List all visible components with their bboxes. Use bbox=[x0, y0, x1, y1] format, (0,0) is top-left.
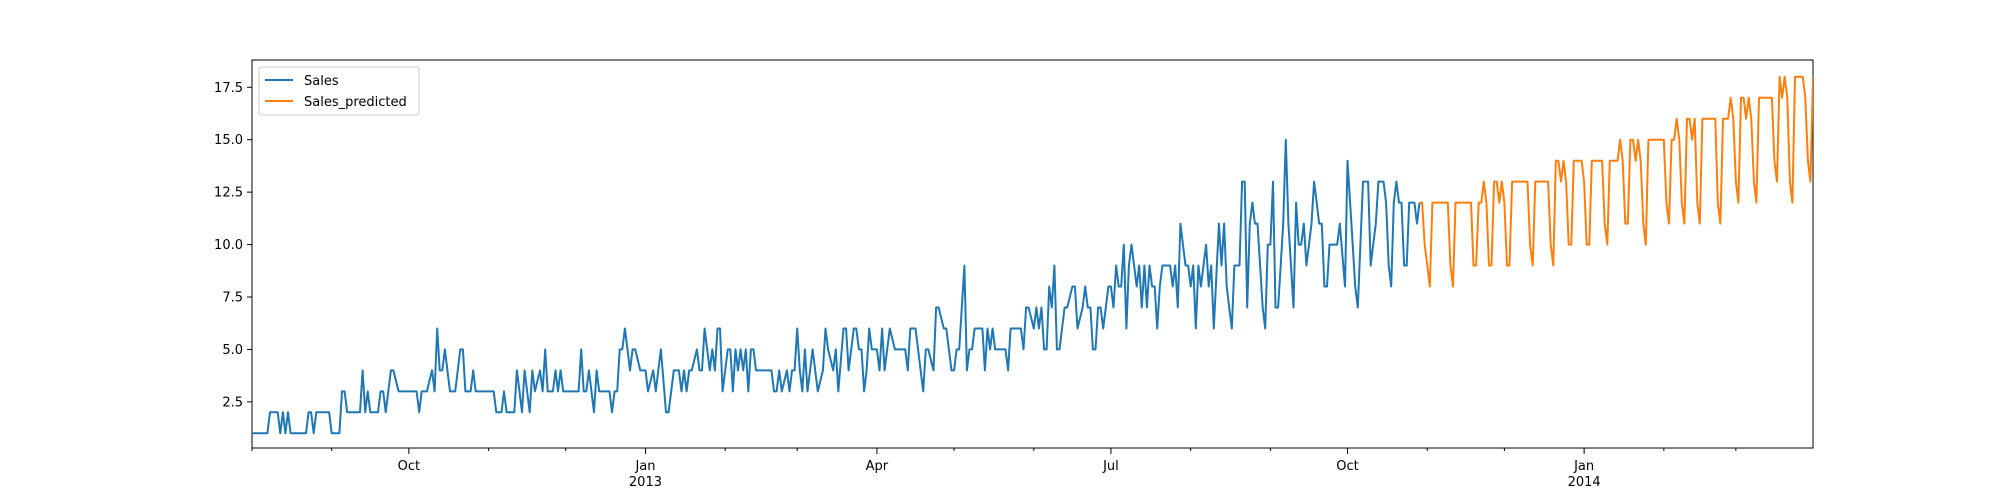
x-tick-label: Oct bbox=[398, 459, 420, 474]
plot-frame bbox=[251, 59, 1814, 449]
x-tick-label: Jul bbox=[1102, 459, 1119, 474]
x-tick-year-label: 2013 bbox=[629, 475, 662, 490]
x-tick-label: Oct bbox=[1336, 459, 1358, 474]
legend: Sales Sales_predicted bbox=[258, 66, 420, 116]
y-tick-label: 15.0 bbox=[214, 133, 243, 148]
x-tick-label: Apr bbox=[866, 459, 889, 474]
y-tick-label: 17.5 bbox=[214, 81, 243, 96]
legend-label: Sales bbox=[304, 74, 339, 89]
x-tick-year-label: 2014 bbox=[1568, 475, 1601, 490]
x-tick-label: Jan bbox=[634, 459, 655, 474]
x-tick-label: Jan bbox=[1573, 459, 1594, 474]
legend-label: Sales_predicted bbox=[304, 95, 407, 110]
plot-lines bbox=[252, 75, 1813, 435]
series-line-sales bbox=[252, 138, 1421, 435]
y-tick-label: 7.5 bbox=[222, 290, 243, 305]
y-tick-label: 2.5 bbox=[222, 395, 243, 410]
y-axis: 2.5 5.0 7.5 10.0 12.5 15.0 17.5 bbox=[214, 81, 252, 410]
legend-box bbox=[258, 66, 420, 116]
series-line-sales-predicted bbox=[1419, 75, 1813, 288]
y-tick-label: 5.0 bbox=[222, 343, 243, 358]
y-tick-label: 12.5 bbox=[214, 186, 243, 201]
axes-frame bbox=[251, 59, 1814, 449]
y-tick-label: 10.0 bbox=[214, 238, 243, 253]
